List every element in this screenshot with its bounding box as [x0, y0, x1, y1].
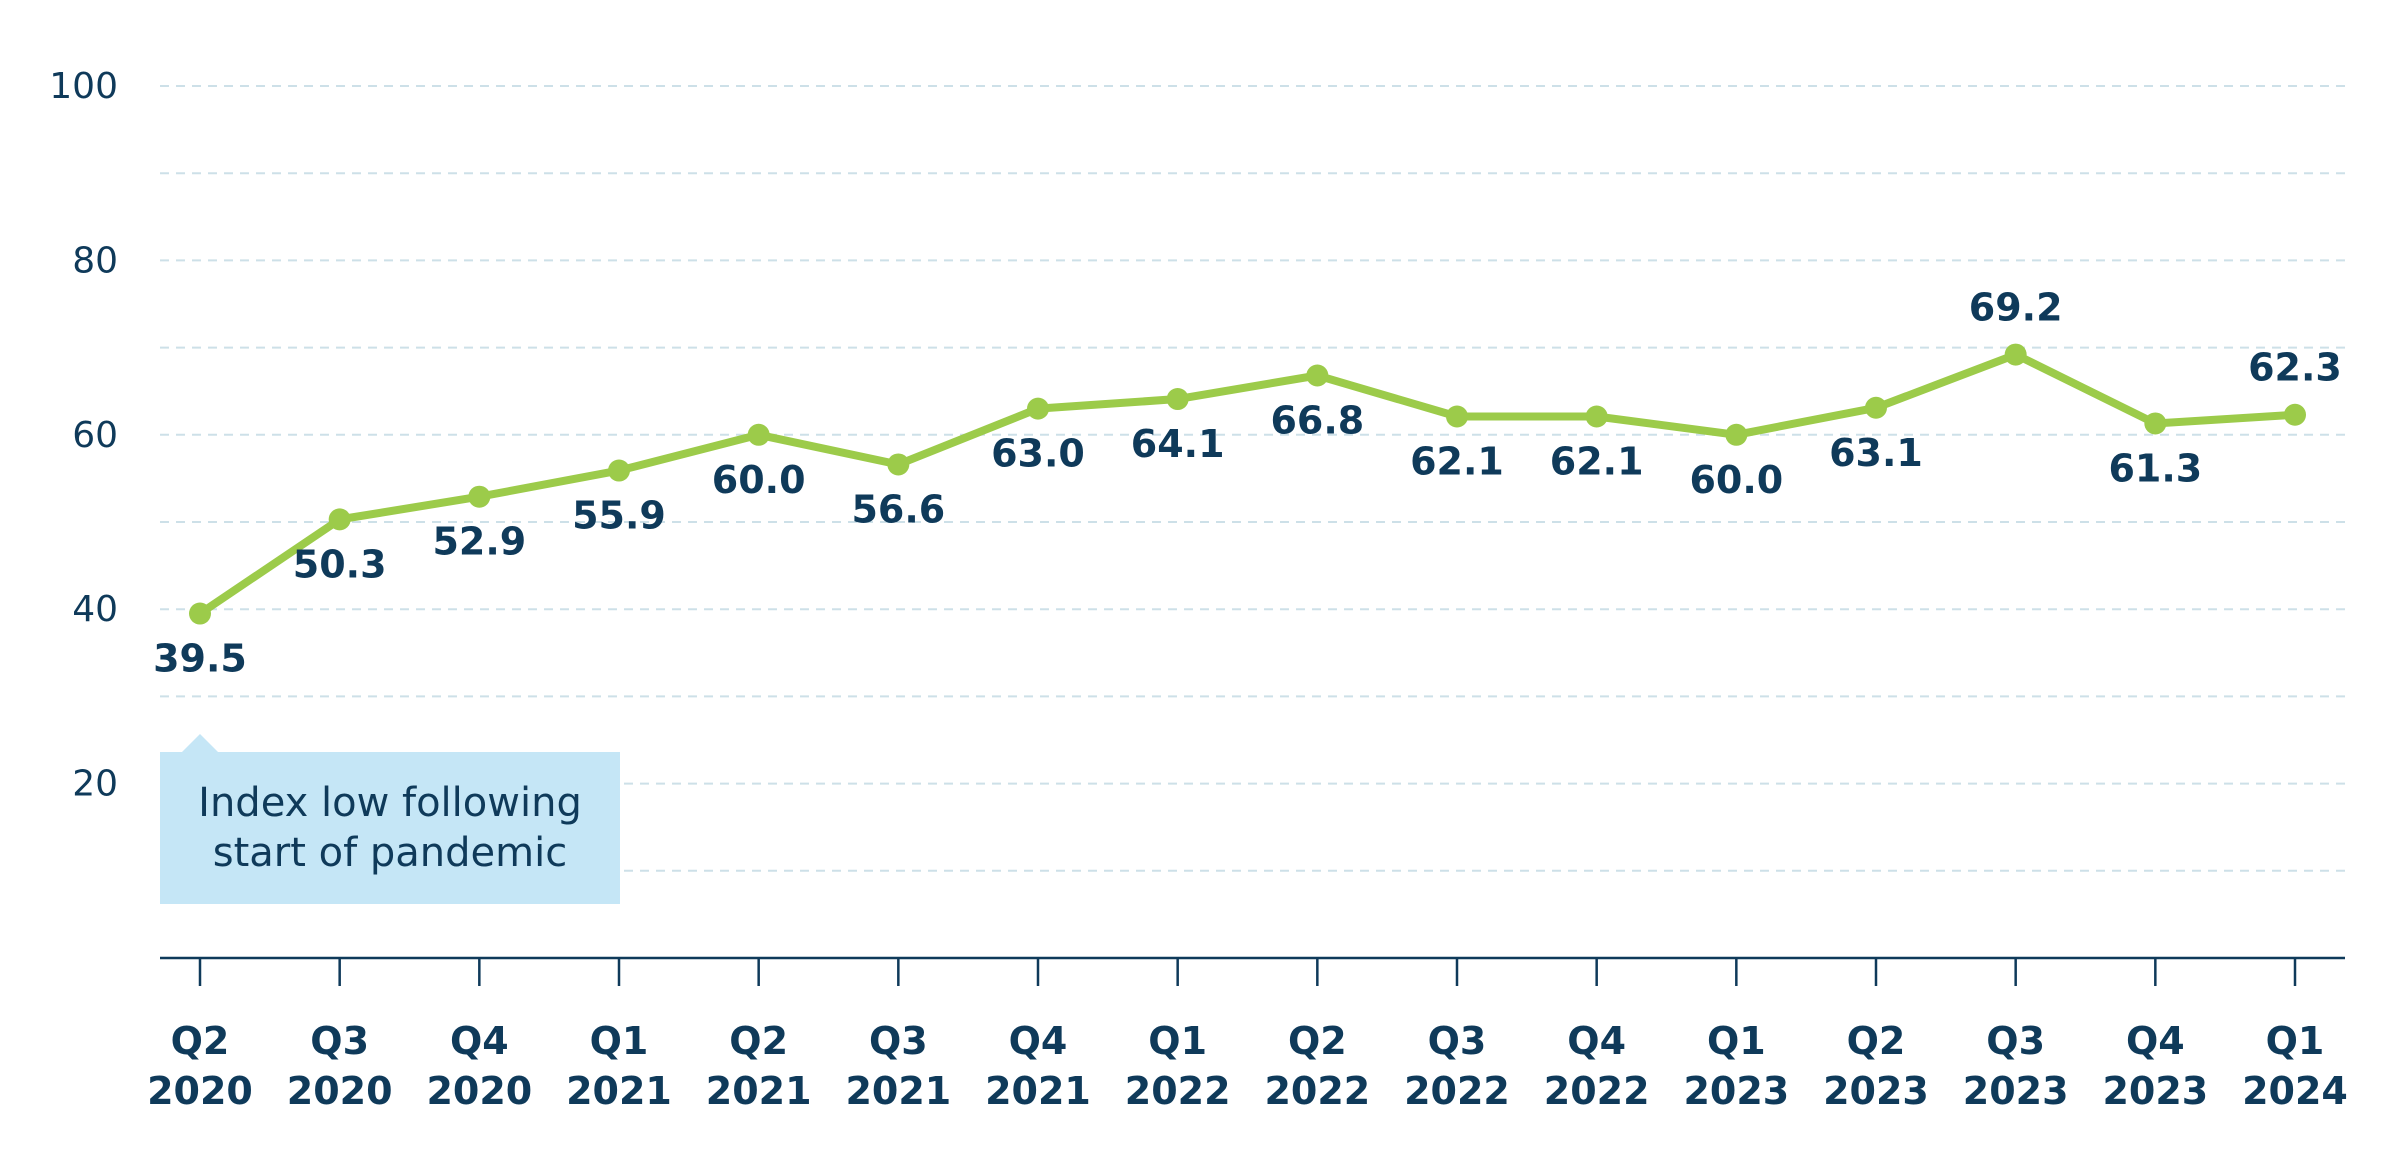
- data-point: [747, 423, 770, 446]
- series-path: [196, 350, 2299, 618]
- data-point: [887, 453, 910, 476]
- x-tick-label: Q1 2024: [2242, 1019, 2348, 1113]
- data-point: [468, 485, 491, 508]
- x-tick-label: Q2 2022: [1264, 1019, 1370, 1113]
- x-tick-label: Q2 2020: [147, 1019, 253, 1113]
- x-tick-label: Q4 2022: [1544, 1019, 1650, 1113]
- x-tick-label: Q1 2022: [1125, 1019, 1231, 1113]
- data-label: 62.3: [2248, 346, 2342, 390]
- x-tick-label: Q4 2021: [985, 1019, 1091, 1113]
- callout-text-line: Index low following: [198, 780, 582, 826]
- x-tick-label: Q1 2021: [566, 1019, 672, 1113]
- data-label: 60.0: [712, 458, 806, 502]
- data-point: [1725, 423, 1748, 446]
- data-label: 66.8: [1270, 399, 1364, 443]
- data-point: [1166, 388, 1189, 411]
- data-label: 64.1: [1131, 422, 1225, 466]
- data-point: [328, 508, 351, 531]
- y-axis-ticks: 20 40 60 80 100: [49, 66, 118, 805]
- grid-lines: [160, 85, 2345, 872]
- data-labels: 39.5 50.3 52.9 55.9 60.0 56.6 63.0 64.1 66.8 62.1…: [153, 286, 2342, 681]
- data-label: 63.0: [991, 432, 1085, 476]
- y-tick-label: 100: [49, 66, 118, 107]
- x-tick-label: Q3 2021: [845, 1019, 951, 1113]
- data-label: 60.0: [1689, 458, 1783, 502]
- data-label: 61.3: [2108, 446, 2202, 490]
- callout-text-line: start of pandemic: [213, 830, 567, 876]
- y-tick-label: 80: [72, 240, 118, 281]
- data-label: 52.9: [432, 520, 526, 564]
- data-point: [189, 602, 211, 625]
- callout-box: [160, 734, 620, 904]
- x-tick-label: Q4 2020: [426, 1019, 532, 1113]
- x-tick-label: Q3 2022: [1404, 1019, 1510, 1113]
- data-label: 50.3: [293, 542, 387, 586]
- data-point: [608, 459, 630, 482]
- data-label: 56.6: [851, 487, 945, 531]
- x-tick-label: Q4 2023: [2102, 1019, 2208, 1113]
- data-point: [2284, 403, 2306, 426]
- y-tick-label: 40: [72, 589, 118, 630]
- y-tick-label: 20: [72, 764, 118, 805]
- x-tick-label: Q3 2020: [287, 1019, 393, 1113]
- data-point: [1446, 405, 1468, 428]
- data-label: 63.1: [1829, 431, 1923, 475]
- data-point: [1306, 364, 1329, 387]
- x-tick-label: Q2 2021: [706, 1019, 812, 1113]
- data-label: 39.5: [153, 637, 247, 681]
- data-point: [1865, 396, 1887, 419]
- x-tick-label: Q3 2023: [1963, 1019, 2069, 1113]
- data-label: 62.1: [1550, 439, 1644, 483]
- y-tick-label: 60: [72, 415, 118, 456]
- data-label: 69.2: [1969, 286, 2063, 330]
- data-point: [1027, 397, 1049, 420]
- data-label: 62.1: [1410, 439, 1504, 483]
- data-label: 55.9: [572, 494, 666, 538]
- data-point: [2004, 343, 2027, 366]
- data-point: [1585, 405, 1608, 428]
- x-tick-label: Q2 2023: [1823, 1019, 1929, 1113]
- x-tick-label: Q1 2023: [1683, 1019, 1789, 1113]
- data-point: [2144, 412, 2167, 435]
- x-axis: Q2 2020 Q3 2020 Q4 2020 Q1 2021 Q2 2021 Q3 2021 Q4 20…: [147, 956, 2348, 1113]
- series-line: [189, 343, 2306, 625]
